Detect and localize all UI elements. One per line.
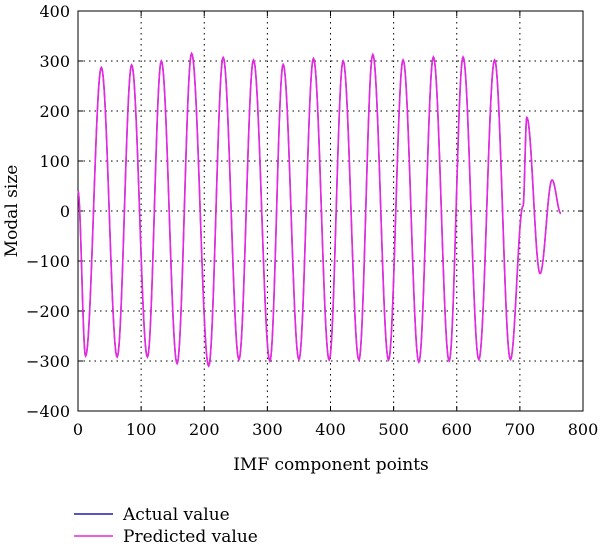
y-tick-label: 400 [39,2,70,21]
series-lines [77,51,562,368]
legend-label-actual: Actual value [122,505,230,525]
x-axis-title: IMF component points [233,455,429,475]
y-tick-label: 300 [39,52,70,71]
ticks: 0 100 200 300 400 500 600 700 800 400 300 200 100 0 −1… [26,2,598,439]
y-axis-title: Modal size [2,165,22,258]
y-tick-label: −300 [26,352,70,371]
y-tick-label: −400 [26,402,70,421]
x-tick-label: 200 [189,420,220,439]
x-tick-label: 0 [73,420,83,439]
x-tick-label: 700 [505,420,536,439]
y-tick-label: −200 [26,302,70,321]
x-tick-label: 300 [252,420,283,439]
y-tick-label: 100 [39,152,70,171]
x-tick-label: 500 [378,420,409,439]
series-line-predicted [77,51,562,368]
grid [78,11,583,411]
y-tick-label: 0 [60,202,70,221]
legend: Actual value Predicted value [74,505,258,547]
x-tick-label: 100 [126,420,157,439]
y-tick-label: −100 [26,252,70,271]
y-tick-label: 200 [39,102,70,121]
x-tick-label: 800 [568,420,599,439]
legend-label-predicted: Predicted value [123,527,258,547]
x-tick-label: 400 [315,420,346,439]
x-tick-label: 600 [441,420,472,439]
